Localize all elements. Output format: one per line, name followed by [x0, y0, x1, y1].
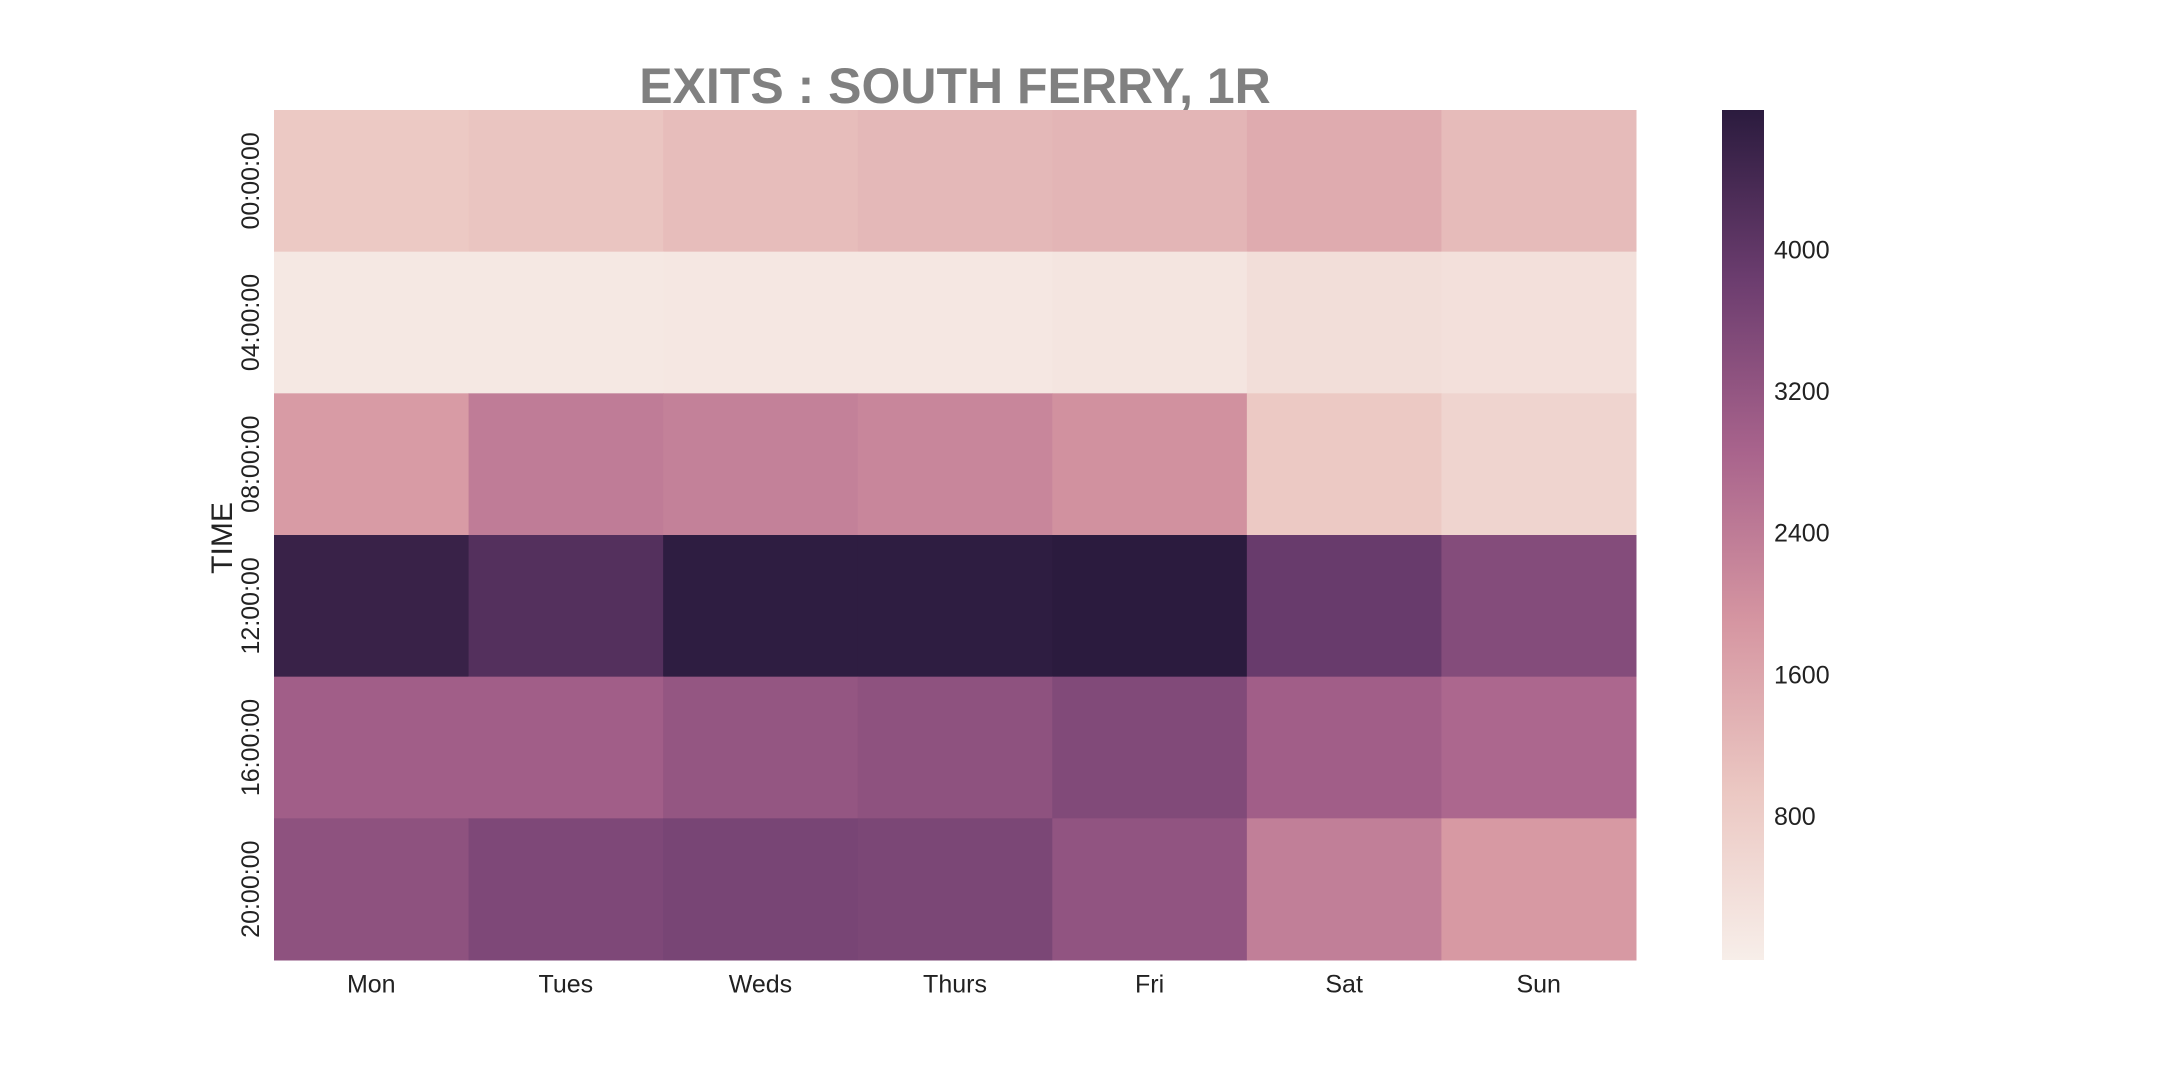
- heatmap-cell: [1052, 535, 1248, 678]
- colorbar-tick-label: 1600: [1774, 661, 1830, 689]
- heatmap-cell: [1246, 251, 1442, 394]
- colorbar-tick-label: 800: [1774, 803, 1816, 831]
- x-tick-label: Weds: [729, 971, 792, 999]
- heatmap-cell: [1052, 818, 1248, 961]
- heatmap-cell: [274, 393, 470, 536]
- x-tick-label: Sat: [1325, 971, 1363, 999]
- heatmap-cell: [468, 251, 664, 394]
- heatmap-cell: [274, 676, 470, 819]
- chart-title: EXITS : SOUTH FERRY, 1R: [639, 58, 1271, 114]
- x-tick-label: Sun: [1516, 971, 1560, 999]
- y-tick-labels: 00:00:00 04:00:00 08:00:00 12:00:00 16:00:00…: [237, 132, 265, 938]
- heatmap-cell: [1441, 251, 1637, 394]
- y-tick-label: 12:00:00: [237, 557, 265, 654]
- colorbar-tick-labels: 800 1600 2400 3200 4000: [1774, 236, 1830, 831]
- heatmap-cell: [274, 251, 470, 394]
- heatmap-cell: [1052, 110, 1248, 253]
- y-tick-label: 08:00:00: [237, 416, 265, 513]
- heatmap-cell: [857, 110, 1053, 253]
- colorbar: [1722, 110, 1764, 960]
- heatmap-cell: [468, 818, 664, 961]
- heatmap-cell: [274, 110, 470, 253]
- heatmap-cell: [857, 251, 1053, 394]
- y-tick-label: 04:00:00: [237, 274, 265, 371]
- heatmap-cells: [274, 110, 1637, 961]
- heatmap-cell: [468, 110, 664, 253]
- heatmap-cell: [1441, 110, 1637, 253]
- y-tick-label: 16:00:00: [237, 699, 265, 796]
- heatmap-cell: [1052, 393, 1248, 536]
- heatmap-cell: [1441, 676, 1637, 819]
- heatmap-cell: [1246, 676, 1442, 819]
- x-tick-label: Thurs: [923, 971, 987, 999]
- heatmap-cell: [663, 393, 859, 536]
- colorbar-tick-label: 3200: [1774, 378, 1830, 406]
- heatmap-cell: [1052, 676, 1248, 819]
- heatmap-cell: [468, 393, 664, 536]
- heatmap-cell: [857, 393, 1053, 536]
- heatmap-cell: [1246, 818, 1442, 961]
- heatmap-cell: [1052, 251, 1248, 394]
- heatmap-cell: [663, 251, 859, 394]
- heatmap-cell: [857, 676, 1053, 819]
- x-tick-label: Tues: [539, 971, 594, 999]
- y-tick-label: 00:00:00: [237, 132, 265, 229]
- heatmap-cell: [274, 535, 470, 678]
- heatmap-cell: [1246, 535, 1442, 678]
- colorbar-tick-label: 2400: [1774, 520, 1830, 548]
- y-tick-label: 20:00:00: [237, 841, 265, 938]
- heatmap-cell: [663, 818, 859, 961]
- x-tick-label: Mon: [347, 971, 396, 999]
- heatmap-cell: [663, 535, 859, 678]
- colorbar-tick-label: 4000: [1774, 236, 1830, 264]
- heatmap-cell: [1441, 393, 1637, 536]
- heatmap-cell: [468, 535, 664, 678]
- heatmap-cell: [1246, 393, 1442, 536]
- heatmap-cell: [1441, 535, 1637, 678]
- y-axis-label: TIME: [206, 502, 239, 574]
- heatmap-cell: [663, 110, 859, 253]
- heatmap-cell: [663, 676, 859, 819]
- heatmap-cell: [857, 818, 1053, 961]
- x-tick-labels: Mon Tues Weds Thurs Fri Sat Sun: [347, 971, 1561, 999]
- heatmap-cell: [1441, 818, 1637, 961]
- heatmap-cell: [468, 676, 664, 819]
- heatmap-cell: [857, 535, 1053, 678]
- heatmap-cell: [1246, 110, 1442, 253]
- heatmap-cell: [274, 818, 470, 961]
- x-tick-label: Fri: [1135, 971, 1164, 999]
